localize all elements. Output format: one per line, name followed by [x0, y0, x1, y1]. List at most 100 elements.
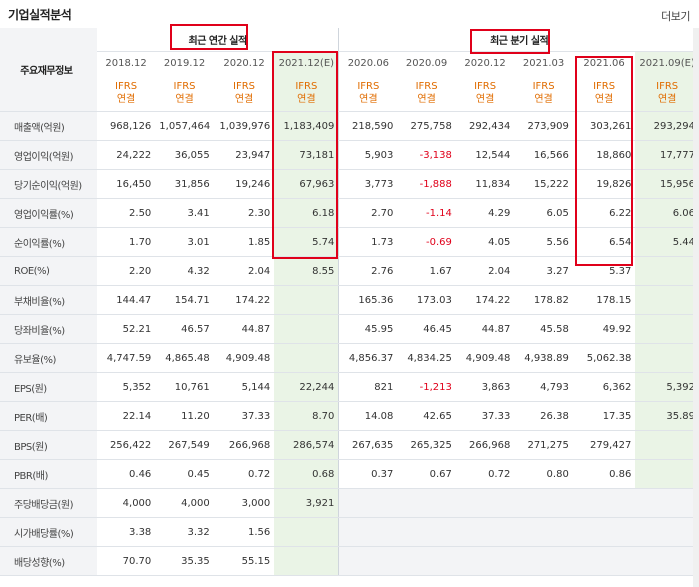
period-header: 2019.12: [163, 58, 206, 69]
ifrs-cell: IFRS 연결: [397, 75, 456, 112]
consolidated-label: 연결: [657, 94, 677, 105]
table-cell: 174.22: [455, 285, 515, 315]
table-cell: 12,544: [455, 140, 515, 170]
table-cell: 22.14: [96, 401, 156, 431]
table-cell: -0.69: [397, 227, 456, 257]
table-cell: 4,938.89: [514, 343, 573, 373]
table-cell: 0.46: [96, 459, 156, 489]
consolidated-label: 연결: [116, 94, 136, 105]
table-cell: -1,888: [397, 169, 456, 199]
table-cell: 0.67: [397, 459, 456, 489]
table-cell: [635, 430, 699, 460]
table-cell: [455, 517, 515, 547]
ifrs-row: IFRS 연결 IFRS 연결 IFRS 연결 IFRS 연결 IFRS 연결 IFRS 연결 IFRS…: [0, 75, 699, 112]
period-header: 2020.12: [223, 58, 265, 69]
table-cell: 4,909.48: [213, 343, 275, 373]
table-cell: 218,590: [338, 111, 398, 141]
table-cell: 5.44: [635, 227, 699, 257]
table-cell: 266,968: [455, 430, 515, 460]
table-row: 주당배당금(원) 4,000 4,000 3,000 3,921: [0, 488, 699, 518]
ifrs-label: IFRS: [532, 81, 555, 92]
table-cell: 5.37: [572, 256, 636, 286]
row-label: 당좌비율(%): [0, 314, 97, 344]
table-cell: [274, 517, 340, 547]
table-cell: 6.05: [514, 198, 573, 228]
table-cell: 24,222: [96, 140, 156, 170]
table-cell: [274, 285, 340, 315]
table-cell: 2.20: [96, 256, 156, 286]
table-cell: [514, 517, 573, 547]
table-row: 유보율(%) 4,747.59 4,865.48 4,909.48 4,856.37 4,…: [0, 343, 699, 373]
table-cell: 70.70: [96, 546, 156, 576]
table-cell: 0.86: [572, 459, 636, 489]
table-cell: 45.58: [514, 314, 573, 344]
ifrs-label: IFRS: [415, 81, 438, 92]
table-cell: 2.76: [338, 256, 398, 286]
table-cell: 14.08: [338, 401, 398, 431]
table-cell: [274, 343, 340, 373]
table-cell: 1.70: [96, 227, 156, 257]
table-cell: 1.73: [338, 227, 398, 257]
table-cell: 4.29: [455, 198, 515, 228]
more-link[interactable]: 더보기: [661, 10, 690, 23]
ifrs-cell: IFRS 연결: [572, 75, 636, 112]
consolidated-label: 연결: [359, 94, 378, 105]
table-cell: 4,793: [514, 372, 573, 402]
table-cell: 16,450: [96, 169, 156, 199]
table-cell: 11,834: [455, 169, 515, 199]
table-cell: [338, 488, 398, 518]
table-cell: 16,566: [514, 140, 573, 170]
scrollbar[interactable]: [693, 28, 699, 587]
table-cell: -1,213: [397, 372, 456, 402]
consolidated-label: 연결: [234, 94, 254, 105]
table-cell: 5,392: [635, 372, 699, 402]
table-cell: [455, 488, 515, 518]
table-cell: 37.33: [455, 401, 515, 431]
table-cell: 49.92: [572, 314, 636, 344]
table-cell: 35.35: [155, 546, 214, 576]
table-cell: [514, 546, 573, 576]
table-cell: 52.21: [96, 314, 156, 344]
ifrs-label: IFRS: [173, 81, 196, 92]
table-row: BPS(원) 256,422 267,549 266,968 286,574 267,63…: [0, 430, 699, 460]
table-cell: 178.15: [572, 285, 636, 315]
table-cell: 173.03: [397, 285, 456, 315]
table-cell: 35.89: [635, 401, 699, 431]
row-label: 영업이익률(%): [0, 198, 97, 228]
table-cell: 36,055: [155, 140, 214, 170]
row-label: 영업이익(억원): [0, 140, 97, 170]
table-row: PER(배) 22.14 11.20 37.33 8.70 14.08 42.65 37.33…: [0, 401, 699, 431]
table-row: 배당성향(%) 70.70 35.35 55.15: [0, 546, 699, 576]
table-cell: 0.80: [514, 459, 573, 489]
section-title: 기업실적분석: [8, 8, 72, 22]
table-cell: 5,144: [213, 372, 275, 402]
table-cell: 286,574: [274, 430, 340, 460]
table-row: 시가배당률(%) 3.38 3.32 1.56: [0, 517, 699, 547]
table-cell: [635, 343, 699, 373]
table-cell: 11.20: [155, 401, 214, 431]
table-cell: [635, 488, 699, 518]
ifrs-cell: IFRS 연결: [96, 75, 156, 112]
period-row: 2018.12 2019.12 2020.12 2021.12(E) 2020.06 20…: [0, 51, 699, 75]
table-cell: 26.38: [514, 401, 573, 431]
table-cell: 23,947: [213, 140, 275, 170]
table-cell: [455, 546, 515, 576]
table-cell: 266,968: [213, 430, 275, 460]
quarter-group-title: 최근 분기 실적: [338, 28, 699, 52]
table-cell: 46.45: [397, 314, 456, 344]
row-label: 주당배당금(원): [0, 488, 97, 518]
table-cell: [635, 517, 699, 547]
table-cell: 1.85: [213, 227, 275, 257]
table-cell: 0.37: [338, 459, 398, 489]
table-cell: [397, 488, 456, 518]
table-cell: [572, 488, 636, 518]
table-cell: 0.45: [155, 459, 214, 489]
table-cell: 279,427: [572, 430, 636, 460]
table-row: 영업이익률(%) 2.50 3.41 2.30 6.18 2.70 -1.14 4.29 6.0…: [0, 198, 699, 228]
consolidated-label: 연결: [534, 94, 553, 105]
table-cell: 31,856: [155, 169, 214, 199]
table-cell: 5.74: [274, 227, 340, 257]
table-cell: 44.87: [455, 314, 515, 344]
table-cell: 6.22: [572, 198, 636, 228]
table-cell: 2.30: [213, 198, 275, 228]
